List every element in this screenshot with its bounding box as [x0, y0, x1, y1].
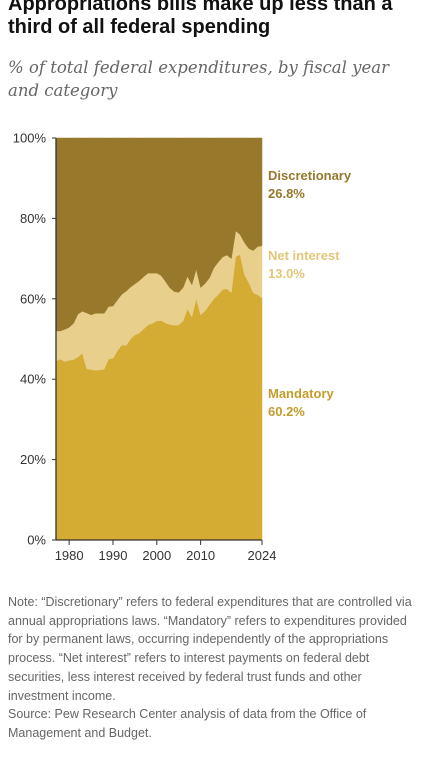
- x-tick-label: 2024: [248, 548, 277, 563]
- end-label-net-interest: Net interest: [268, 248, 340, 263]
- y-tick-label: 80%: [20, 211, 46, 226]
- end-label-mandatory: Mandatory: [268, 386, 335, 401]
- y-tick-label: 60%: [20, 291, 46, 306]
- area-discretionary: [55, 137, 263, 332]
- y-tick-label: 40%: [20, 372, 46, 387]
- note-text: Note: “Discretionary” refers to federal …: [8, 595, 412, 703]
- y-tick-label: 100%: [13, 131, 47, 146]
- x-tick-label: 2010: [186, 548, 215, 563]
- end-labels-layer: Discretionary 26.8% Net interest 13.0% Manda…: [268, 168, 352, 419]
- x-tick-label: 2000: [142, 548, 171, 563]
- end-label-discretionary: Discretionary: [268, 168, 352, 183]
- end-value-mandatory: 60.2%: [268, 404, 305, 419]
- chart-title: Appropriations bills make up less than a…: [8, 0, 393, 38]
- axes-layer: 0% 20% 40% 60% 80% 100% 1980 1990 2000 2010 2024: [13, 131, 277, 564]
- area-layer: [55, 137, 263, 541]
- end-value-net-interest: 13.0%: [268, 266, 305, 281]
- end-value-discretionary: 26.8%: [268, 186, 305, 201]
- x-tick-label: 1980: [55, 548, 84, 563]
- y-tick-label: 0%: [27, 533, 46, 548]
- chart-subtitle: % of total federal expenditures, by fisc…: [8, 58, 389, 100]
- chart-notes: Note: “Discretionary” refers to federal …: [8, 593, 418, 743]
- source-text: Source: Pew Research Center analysis of …: [8, 707, 367, 740]
- stacked-area-chart: 0% 20% 40% 60% 80% 100% 1980 1990 2000 2010 2024 D…: [13, 131, 352, 564]
- y-tick-label: 20%: [20, 452, 46, 467]
- x-tick-label: 1990: [99, 548, 128, 563]
